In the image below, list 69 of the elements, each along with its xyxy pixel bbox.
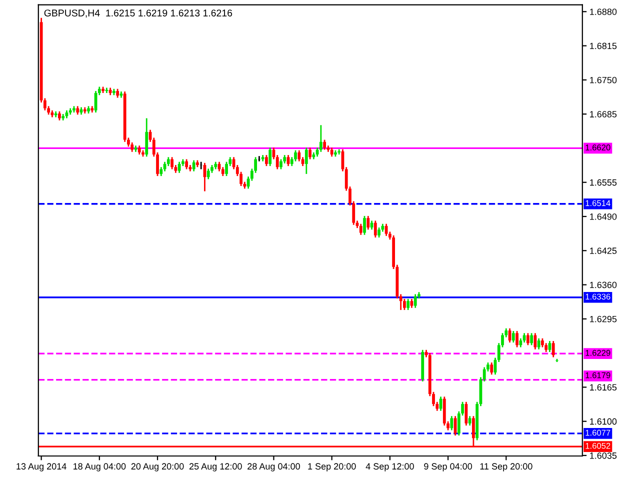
candlestick (206, 168, 210, 180)
candlestick (145, 118, 148, 158)
candlestick (225, 161, 228, 177)
candlestick (384, 223, 388, 237)
x-tick-label: 28 Aug 04:00 (248, 463, 300, 472)
candlestick (512, 330, 515, 344)
candlestick (537, 338, 540, 350)
candlestick (338, 148, 341, 156)
ref-line-label: 1.6336 (586, 294, 610, 300)
y-tick-label: 1.6425 (590, 248, 617, 254)
candlestick (178, 161, 181, 174)
candlestick (552, 340, 555, 358)
candlestick (308, 146, 312, 160)
ref-line-label: 1.6179 (586, 372, 610, 378)
candlestick (450, 415, 454, 431)
y-tick-label: 1.6360 (590, 282, 617, 288)
y-tick-label: 1.6490 (590, 213, 617, 220)
candlestick (258, 155, 261, 162)
y-tick-label: 1.6750 (590, 76, 617, 84)
ref-line-label: 1.6620 (586, 144, 610, 150)
candlestick (406, 298, 410, 311)
x-tick-label: 20 Aug 20:00 (131, 463, 184, 472)
candlestick (464, 401, 468, 426)
candlestick (363, 215, 366, 236)
candlestick (522, 332, 526, 344)
y-tick-label: 1.6100 (590, 418, 617, 425)
y-tick-label: 1.6555 (590, 179, 617, 186)
x-tick-label: 11 Sep 20:00 (480, 463, 532, 472)
candlestick (403, 298, 406, 311)
candlestick (185, 158, 188, 170)
candlestick (516, 330, 518, 348)
candlestick (319, 124, 322, 153)
candlestick (192, 160, 196, 172)
candlestick (526, 332, 530, 346)
ref-line-label: 1.6077 (586, 430, 610, 436)
y-tick-label: 1.6165 (590, 384, 617, 391)
candlestick (490, 362, 494, 376)
candlestick (304, 146, 308, 175)
candlestick (359, 223, 362, 236)
candlestick (170, 156, 174, 170)
candlestick (323, 139, 326, 150)
candlestick (366, 215, 370, 230)
x-tick-label: 25 Aug 12:00 (189, 463, 242, 472)
y-tick-label: 1.6035 (590, 452, 617, 459)
ref-line-label: 1.6052 (586, 442, 610, 449)
x-tick-label: 18 Aug 04:00 (73, 463, 126, 472)
candlestick (374, 220, 377, 238)
x-tick-label: 9 Sep 04:00 (424, 463, 472, 472)
candlestick (298, 150, 301, 162)
candlestick (280, 158, 282, 170)
y-tick-label: 1.6880 (590, 8, 617, 15)
candlestick (130, 142, 134, 153)
candlestick (268, 146, 272, 167)
candlestick (414, 294, 417, 309)
candlestick (378, 226, 380, 238)
candlestick (534, 332, 537, 350)
candlestick (265, 154, 268, 167)
y-tick-label: 1.6815 (590, 42, 617, 50)
ref-line-label: 1.6229 (586, 350, 610, 356)
candlestick (468, 415, 472, 426)
ref-line-label: 1.6514 (586, 200, 610, 206)
x-tick-label: 1 Sep 20:00 (308, 463, 356, 472)
chart-title: GBPUSD,H4 1.6215 1.6219 1.6213 1.6216 (44, 10, 232, 18)
candlestick (294, 150, 297, 162)
x-tick-label: 4 Sep 12:00 (366, 463, 414, 472)
y-tick-label: 1.6685 (590, 111, 617, 118)
x-tick-label: 13 Aug 2014 (16, 463, 66, 472)
y-tick-label: 1.6295 (590, 316, 617, 322)
candlestick (530, 332, 534, 346)
